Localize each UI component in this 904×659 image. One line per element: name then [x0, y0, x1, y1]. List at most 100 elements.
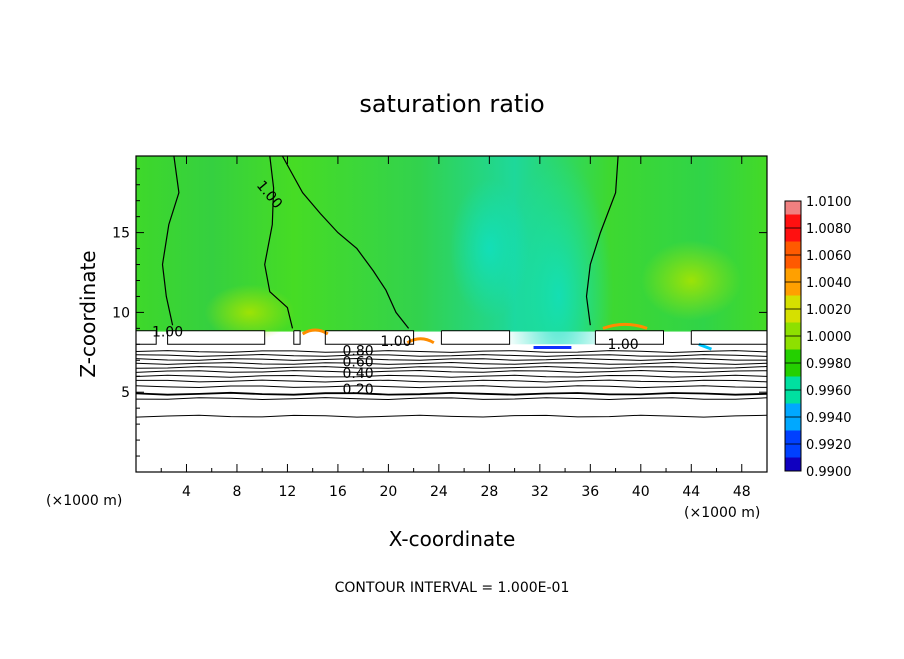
- contour-horizontal: [136, 357, 767, 361]
- y-axis-title: Z-coordinate: [76, 250, 100, 377]
- saturation-field: [136, 156, 767, 472]
- x-axis-ticks: 4 8 12 16 20 24 28 32 36 40 44 48: [160, 156, 751, 500]
- cyan-plume-secondary: [449, 178, 530, 319]
- contour-lines: [136, 156, 767, 418]
- contour-1-00-right: [585, 156, 619, 326]
- contour-horizontal: [136, 414, 767, 418]
- contour-label: 1.00: [380, 334, 411, 350]
- contour-label: 0.40: [343, 366, 374, 382]
- colorbar-swatch: [785, 457, 801, 471]
- contour-1-00-mid: [264, 156, 294, 329]
- colorbar-label: 0.9900: [806, 465, 852, 480]
- contour-label: 0.80: [343, 343, 374, 359]
- colorbar-label: 1.0060: [806, 249, 852, 264]
- colorbar-swatch: [785, 376, 801, 390]
- colorbar-swatch: [785, 322, 801, 336]
- cloud-base: [136, 344, 767, 352]
- colorbar-swatch: [785, 268, 801, 282]
- contour-label: 1.00: [152, 324, 183, 340]
- y-tick-label: 15: [112, 226, 130, 242]
- colorbar-swatch: [785, 255, 801, 269]
- contour-horizontal: [136, 385, 767, 389]
- colorbar-label: 1.0040: [806, 276, 852, 291]
- contour-cloud-outline: [293, 330, 301, 345]
- contour-1-00-diagonal: [281, 156, 410, 329]
- colorbar-swatch: [785, 336, 801, 350]
- x-tick-label: 32: [531, 484, 549, 500]
- plot-frame: [135, 155, 768, 473]
- contour-horizontal: [136, 369, 767, 373]
- contour-horizontal: [136, 353, 767, 357]
- x-tick-label: 24: [430, 484, 448, 500]
- x-tick-label: 36: [581, 484, 599, 500]
- contour-cloud-outline: [136, 330, 157, 345]
- x-tick-label: 44: [682, 484, 700, 500]
- colorbar-label: 1.0080: [806, 222, 852, 237]
- colorbar-label: 1.0100: [806, 195, 852, 210]
- chart-title: saturation ratio: [359, 90, 544, 118]
- x-axis-title: X-coordinate: [389, 527, 516, 551]
- colorbar-swatch: [785, 349, 801, 363]
- contour-horizontal: [136, 391, 767, 396]
- x-unit-left: (×1000 m): [46, 493, 122, 509]
- contour-label: 0.20: [343, 382, 374, 398]
- x-tick-label: 16: [329, 484, 347, 500]
- contour-horizontal: [136, 379, 767, 383]
- contour-label: 0.60: [343, 355, 374, 371]
- colorbar-swatch: [785, 417, 801, 431]
- colorbar-swatch: [785, 444, 801, 458]
- x-unit-right: (×1000 m): [684, 505, 760, 521]
- x-tick-label: 28: [480, 484, 498, 500]
- colorbar-label: 1.0020: [806, 303, 852, 318]
- colorbar-swatch: [785, 201, 801, 215]
- orange-fringe: [602, 322, 648, 330]
- colorbar-label: 0.9920: [806, 438, 852, 453]
- cloud-patch: [293, 330, 301, 351]
- colorbar-swatch: [785, 228, 801, 242]
- contour-cloud-outline: [690, 330, 767, 345]
- orange-fringe: [301, 328, 329, 336]
- colorbar-swatch: [785, 214, 801, 228]
- contour-cloud-outline: [167, 330, 266, 345]
- contour-horizontal: [136, 350, 767, 354]
- colorbar-swatch: [785, 295, 801, 309]
- contour-horizontal: [136, 365, 767, 369]
- contour-cloud-outline: [594, 330, 664, 345]
- contour-label: 1.00: [608, 337, 639, 353]
- x-tick-label: 48: [733, 484, 751, 500]
- colorbar-label: 0.9960: [806, 384, 852, 399]
- y-tick-label: 10: [112, 305, 130, 321]
- contour-1-00-left: [161, 156, 180, 326]
- colorbar-swatch: [785, 241, 801, 255]
- contour-interval-text: CONTOUR INTERVAL = 1.000E-01: [335, 580, 570, 596]
- x-tick-label: 4: [182, 484, 191, 500]
- dry-lower-fill: [136, 350, 767, 472]
- colorbar-swatch: [785, 309, 801, 323]
- contour-horizontal: [136, 361, 767, 365]
- y-axis-ticks: 5 10 15: [112, 168, 767, 457]
- colorbar-swatch: [785, 363, 801, 377]
- colorbar-swatch: [785, 390, 801, 404]
- colorbar-swatch: [785, 403, 801, 417]
- colorbar-swatch: [785, 430, 801, 444]
- colorbar-label: 0.9980: [806, 357, 852, 372]
- contour-horizontal: [136, 397, 767, 401]
- contour-horizontal: [136, 374, 767, 378]
- yellow-patch-right: [641, 240, 742, 321]
- x-tick-label: 8: [232, 484, 241, 500]
- x-tick-label: 40: [632, 484, 650, 500]
- cyan-fringe: [698, 342, 713, 351]
- cloud-band: [136, 322, 767, 352]
- orange-fringe: [406, 337, 435, 345]
- contour-cloud-outline: [440, 330, 511, 345]
- y-tick-label: 5: [121, 385, 130, 401]
- x-tick-label: 12: [279, 484, 297, 500]
- colorbar-swatch: [785, 282, 801, 296]
- contour-cloud-outline: [324, 330, 415, 345]
- colorbar: 1.0100 1.0080 1.0060 1.0040 1.0020 1.0000 0.99…: [784, 195, 852, 480]
- x-tick-label: 20: [379, 484, 397, 500]
- yellow-patch: [204, 284, 295, 341]
- colorbar-label: 0.9940: [806, 411, 852, 426]
